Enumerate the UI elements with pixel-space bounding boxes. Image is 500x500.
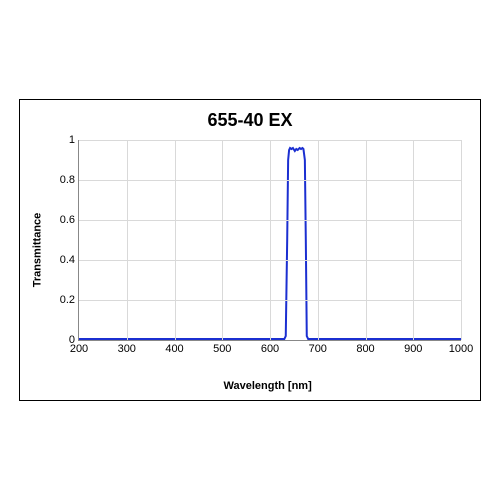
xtick-label: 600 (261, 343, 279, 355)
ytick-label: 0.2 (60, 294, 75, 306)
gridline-v (175, 140, 176, 340)
gridline-v (461, 140, 462, 340)
chart-title: 655-40 EX (20, 100, 480, 135)
gridline-v (222, 140, 223, 340)
gridline-v (318, 140, 319, 340)
xtick-label: 700 (309, 343, 327, 355)
gridline-v (270, 140, 271, 340)
plot-area: 00.20.40.60.8120030040050060070080090010… (78, 140, 461, 341)
ytick-label: 0.8 (60, 174, 75, 186)
y-axis-label: Transmittance (31, 213, 43, 288)
gridline-v (413, 140, 414, 340)
xtick-label: 900 (404, 343, 422, 355)
xtick-label: 1000 (449, 343, 473, 355)
gridline-v (127, 140, 128, 340)
xtick-label: 200 (70, 343, 88, 355)
xtick-label: 500 (213, 343, 231, 355)
chart-container: 655-40 EX Transmittance 00.20.40.60.8120… (19, 99, 481, 401)
ytick-label: 0.4 (60, 254, 75, 266)
xtick-label: 400 (165, 343, 183, 355)
ytick-label: 0.6 (60, 214, 75, 226)
gridline-v (366, 140, 367, 340)
x-axis-label: Wavelength [nm] (224, 380, 312, 392)
ytick-label: 1 (69, 134, 75, 146)
xtick-label: 800 (356, 343, 374, 355)
xtick-label: 300 (118, 343, 136, 355)
